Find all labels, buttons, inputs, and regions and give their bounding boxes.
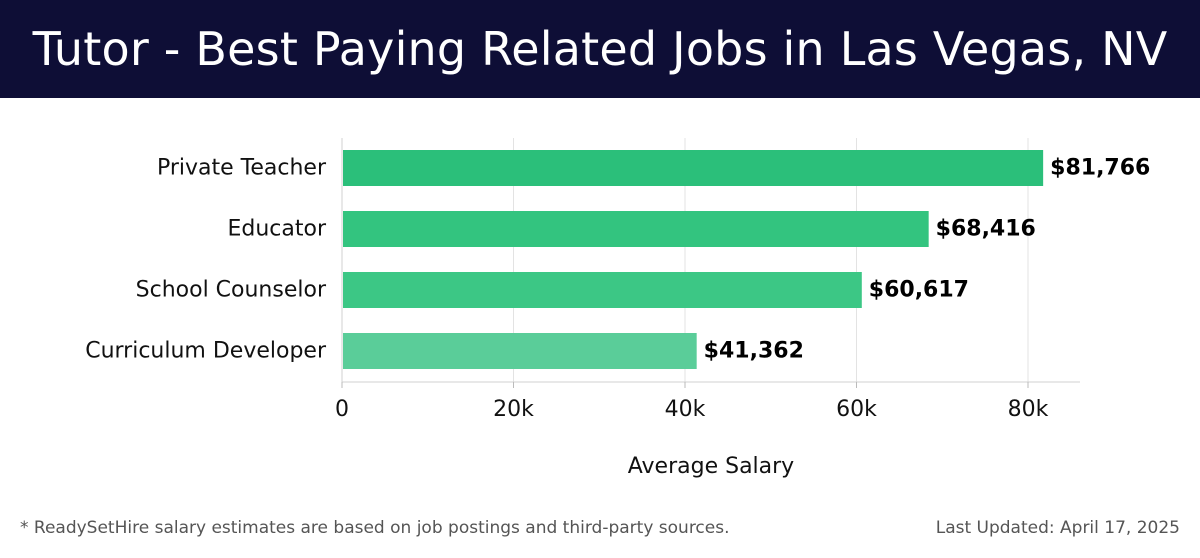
- last-updated: Last Updated: April 17, 2025: [935, 518, 1180, 538]
- bar: [343, 333, 697, 369]
- category-label: Educator: [227, 217, 326, 242]
- tick-label: 20k: [493, 397, 534, 422]
- tick-label: 40k: [665, 397, 706, 422]
- tick-label: 0: [335, 397, 349, 422]
- bar: [343, 211, 929, 247]
- title-bar: Tutor - Best Paying Related Jobs in Las …: [0, 0, 1200, 98]
- salary-bar-chart: Private Teacher $81,766 Educator $68,416 Sch…: [85, 138, 1150, 479]
- bar: [343, 150, 1044, 186]
- category-label: Private Teacher: [157, 156, 327, 181]
- tick-label: 80k: [1008, 397, 1049, 422]
- value-label: $81,766: [1050, 156, 1150, 181]
- x-axis-title: Average Salary: [628, 454, 794, 479]
- bar: [343, 272, 862, 308]
- value-label: $41,362: [704, 339, 804, 364]
- tick-label: 60k: [836, 397, 877, 422]
- footnote: * ReadySetHire salary estimates are base…: [20, 518, 730, 538]
- value-label: $60,617: [869, 278, 969, 303]
- category-label: Curriculum Developer: [85, 339, 327, 364]
- value-label: $68,416: [936, 217, 1036, 242]
- category-label: School Counselor: [136, 278, 327, 303]
- page-title: Tutor - Best Paying Related Jobs in Las …: [32, 22, 1168, 76]
